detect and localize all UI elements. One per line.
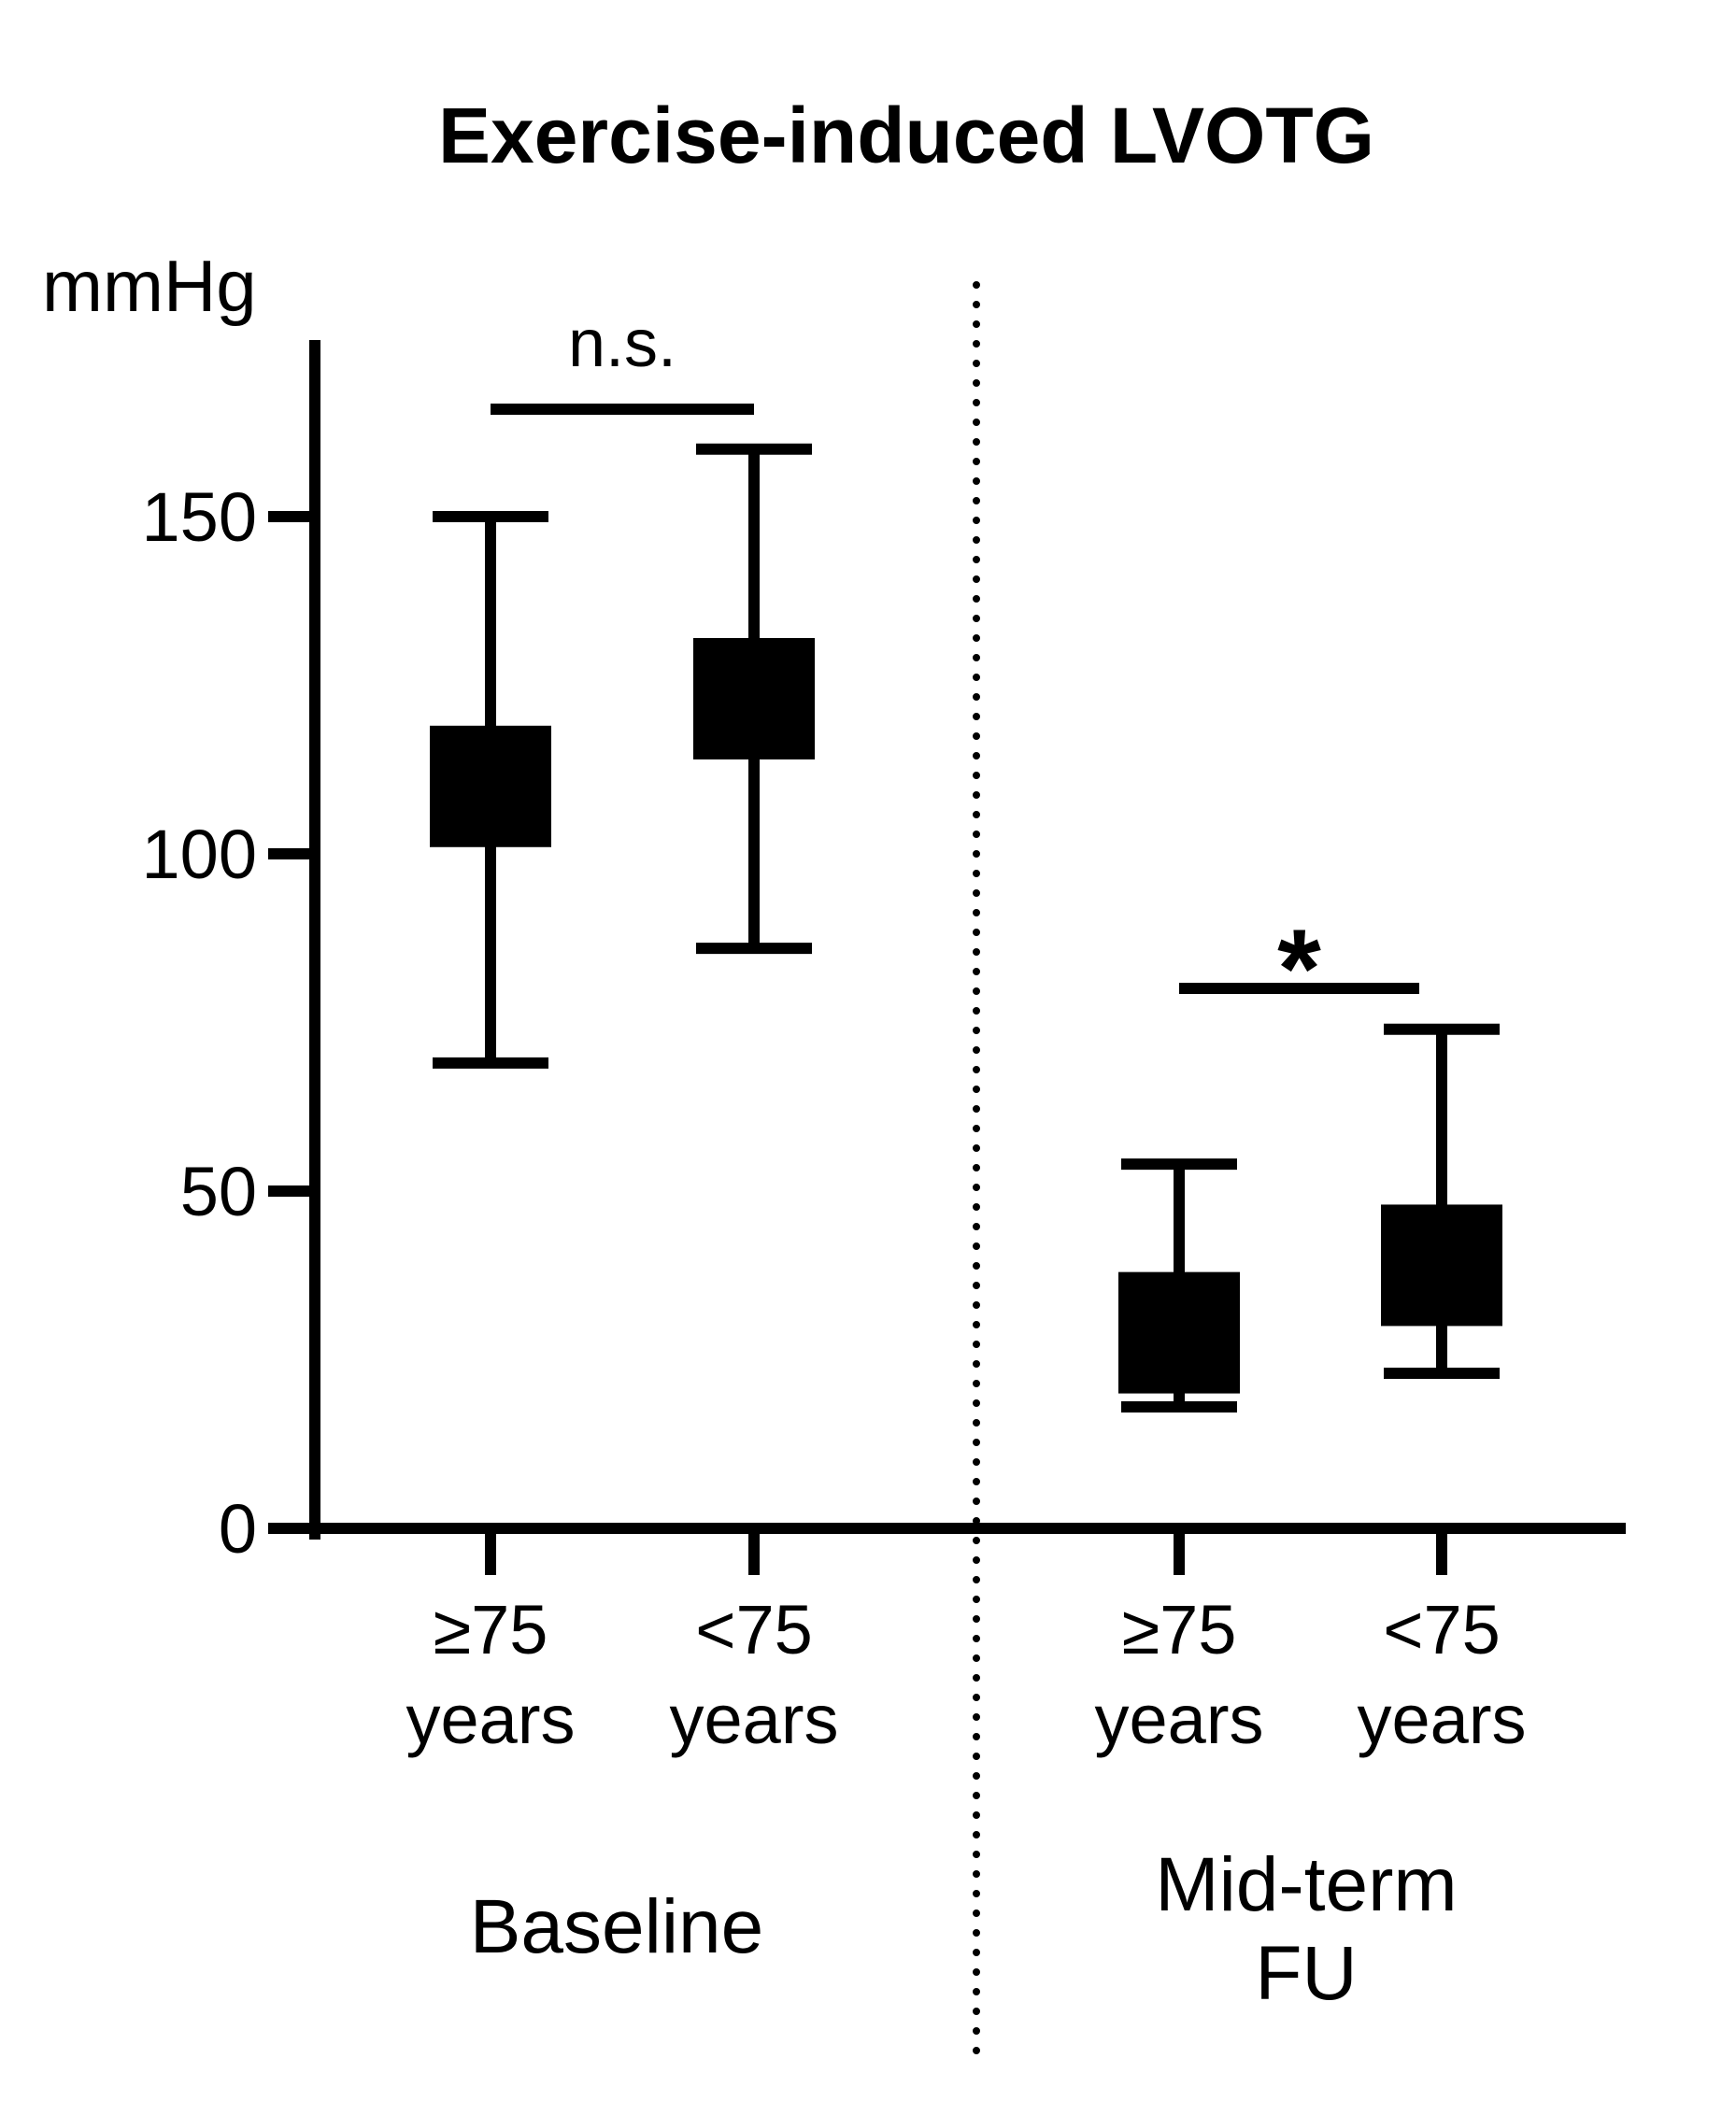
group-label-2-line2: FU — [1255, 1931, 1357, 2016]
category-label-g1c2-line2: years — [670, 1681, 839, 1758]
y-tick-label-50: 50 — [180, 1153, 257, 1230]
category-label-g2c1-line2: years — [1095, 1681, 1264, 1758]
chart-title: Exercise-induced LVOTG — [438, 92, 1374, 179]
box-g1c2 — [693, 637, 815, 759]
category-label-g1c1-line2: years — [406, 1681, 576, 1758]
category-label-g2c2-line1: <75 — [1383, 1591, 1501, 1668]
category-labels: ≥75 years <75 years ≥75 years <75 years Baseline… — [406, 1591, 1527, 2016]
category-label-g1c2-line1: <75 — [695, 1591, 813, 1668]
category-label-g2c2-line2: years — [1358, 1681, 1527, 1758]
box-g2c2 — [1381, 1204, 1502, 1327]
y-tick-label-100: 100 — [142, 816, 257, 893]
axes: 0 50 100 150 — [142, 281, 1626, 2068]
y-tick-label-150: 150 — [142, 478, 257, 556]
box-g1c1 — [430, 725, 551, 847]
significance-label-2: * — [1277, 906, 1321, 1031]
category-label-g1c1-line1: ≥75 — [434, 1591, 548, 1668]
y-axis-label: mmHg — [42, 245, 257, 327]
data-marks: n.s. * — [430, 306, 1502, 1413]
group-label-2-line1: Mid-term — [1155, 1842, 1457, 1927]
y-tick-label-0: 0 — [219, 1490, 257, 1568]
box-g2c1 — [1118, 1271, 1240, 1394]
category-label-g2c1-line1: ≥75 — [1122, 1591, 1237, 1668]
significance-label-1: n.s. — [568, 306, 676, 381]
group-label-1-line1: Baseline — [470, 1884, 764, 1969]
